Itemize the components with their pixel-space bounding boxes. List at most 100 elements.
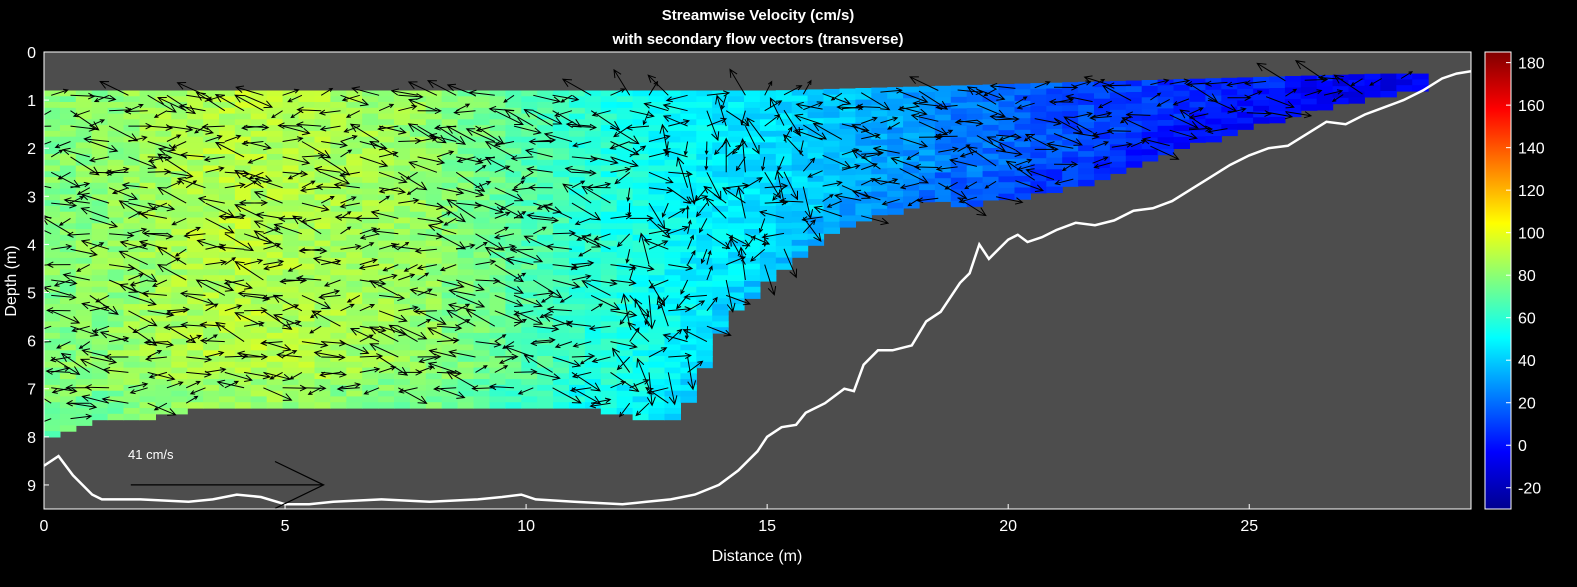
velocity-cell (187, 217, 204, 224)
velocity-cell (1157, 120, 1175, 127)
velocity-cell (1300, 98, 1318, 106)
velocity-cell (1125, 126, 1143, 133)
velocity-cell (59, 136, 77, 144)
flow-vector (683, 293, 707, 300)
velocity-cell (759, 96, 777, 103)
velocity-cell (187, 211, 204, 219)
velocity-cell (425, 390, 443, 398)
velocity-cell (648, 177, 665, 184)
velocity-cell (569, 327, 586, 334)
velocity-cell (680, 217, 697, 224)
flow-vector (1227, 107, 1247, 114)
velocity-cell (394, 315, 411, 322)
velocity-cell (155, 246, 172, 253)
velocity-cell (537, 396, 554, 403)
velocity-cell (791, 118, 809, 126)
velocity-cell (187, 177, 204, 184)
velocity-cell (584, 223, 602, 230)
velocity-cell (91, 344, 109, 351)
velocity-cell (282, 379, 300, 386)
velocity-cell (998, 130, 1015, 137)
velocity-cell (600, 367, 618, 374)
velocity-cell (1173, 102, 1190, 109)
velocity-cell (234, 119, 252, 126)
velocity-cell (887, 202, 904, 209)
flow-vector (104, 169, 129, 176)
velocity-cell (1221, 89, 1238, 96)
flow-vector (546, 306, 572, 313)
velocity-cell (139, 96, 156, 103)
velocity-cell (59, 402, 77, 409)
velocity-cell (441, 211, 459, 219)
velocity-cell (282, 234, 300, 242)
velocity-cell (728, 269, 745, 276)
velocity-cell (537, 356, 554, 363)
flow-vector (224, 304, 243, 312)
flow-vector (983, 88, 997, 97)
velocity-cell (616, 177, 634, 184)
velocity-cell (871, 122, 888, 129)
flow-vector (185, 226, 201, 235)
velocity-cell (569, 315, 586, 322)
velocity-cell (712, 102, 729, 109)
velocity-cell (171, 223, 188, 230)
velocity-cell (1380, 85, 1397, 92)
velocity-cell (553, 246, 570, 253)
velocity-cell (123, 142, 140, 149)
velocity-cell (250, 269, 268, 276)
flow-vector (197, 195, 225, 204)
velocity-cell (1412, 73, 1429, 80)
velocity-cell (219, 217, 236, 224)
velocity-cell (457, 332, 475, 340)
velocity-cell (1269, 93, 1286, 101)
velocity-cell (107, 321, 125, 328)
velocity-cell (648, 396, 665, 403)
velocity-cell (1046, 157, 1063, 165)
velocity-cell (712, 269, 729, 276)
velocity-cell (1141, 126, 1159, 133)
velocity-cell (823, 94, 840, 102)
velocity-cell (632, 350, 650, 357)
flow-vector (648, 347, 668, 358)
velocity-cell (712, 211, 729, 219)
velocity-cell (553, 292, 570, 299)
velocity-cell (632, 390, 650, 398)
velocity-cell (473, 113, 490, 120)
velocity-cell (441, 292, 459, 299)
velocity-cell (616, 390, 634, 398)
flow-vector (954, 118, 977, 125)
velocity-cell (139, 361, 156, 369)
velocity-cell (998, 95, 1015, 102)
velocity-cell (171, 200, 188, 207)
velocity-cell (378, 200, 395, 207)
velocity-cell (123, 136, 140, 144)
velocity-cell (616, 252, 634, 259)
velocity-cell (521, 321, 538, 328)
velocity-cell (982, 182, 1000, 189)
velocity-cell (791, 112, 809, 120)
flow-vector (704, 141, 709, 156)
velocity-cell (569, 205, 586, 213)
velocity-cell (505, 125, 522, 132)
velocity-cell (187, 130, 204, 138)
velocity-cell (44, 373, 61, 380)
velocity-cell (839, 198, 856, 205)
flow-vector (643, 102, 669, 112)
velocity-cell (441, 177, 459, 184)
velocity-cell (346, 130, 363, 138)
velocity-cell (1109, 109, 1127, 117)
velocity-cell (155, 384, 172, 392)
velocity-cell (632, 252, 650, 259)
velocity-cell (680, 130, 697, 138)
velocity-cell (219, 356, 236, 363)
flow-vector (345, 110, 361, 118)
flow-vector (725, 234, 733, 250)
velocity-cell (346, 252, 363, 259)
velocity-cell (632, 338, 650, 346)
velocity-cell (171, 390, 188, 398)
velocity-cell (855, 215, 872, 222)
velocity-cell (1046, 82, 1063, 90)
velocity-cell (266, 205, 284, 213)
velocity-cell (75, 252, 93, 259)
flow-vector (1092, 111, 1113, 118)
